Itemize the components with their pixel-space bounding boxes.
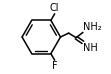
Text: NH: NH bbox=[83, 43, 98, 53]
Text: NH₂: NH₂ bbox=[83, 22, 102, 32]
Text: Cl: Cl bbox=[49, 3, 59, 13]
Text: F: F bbox=[52, 61, 57, 71]
